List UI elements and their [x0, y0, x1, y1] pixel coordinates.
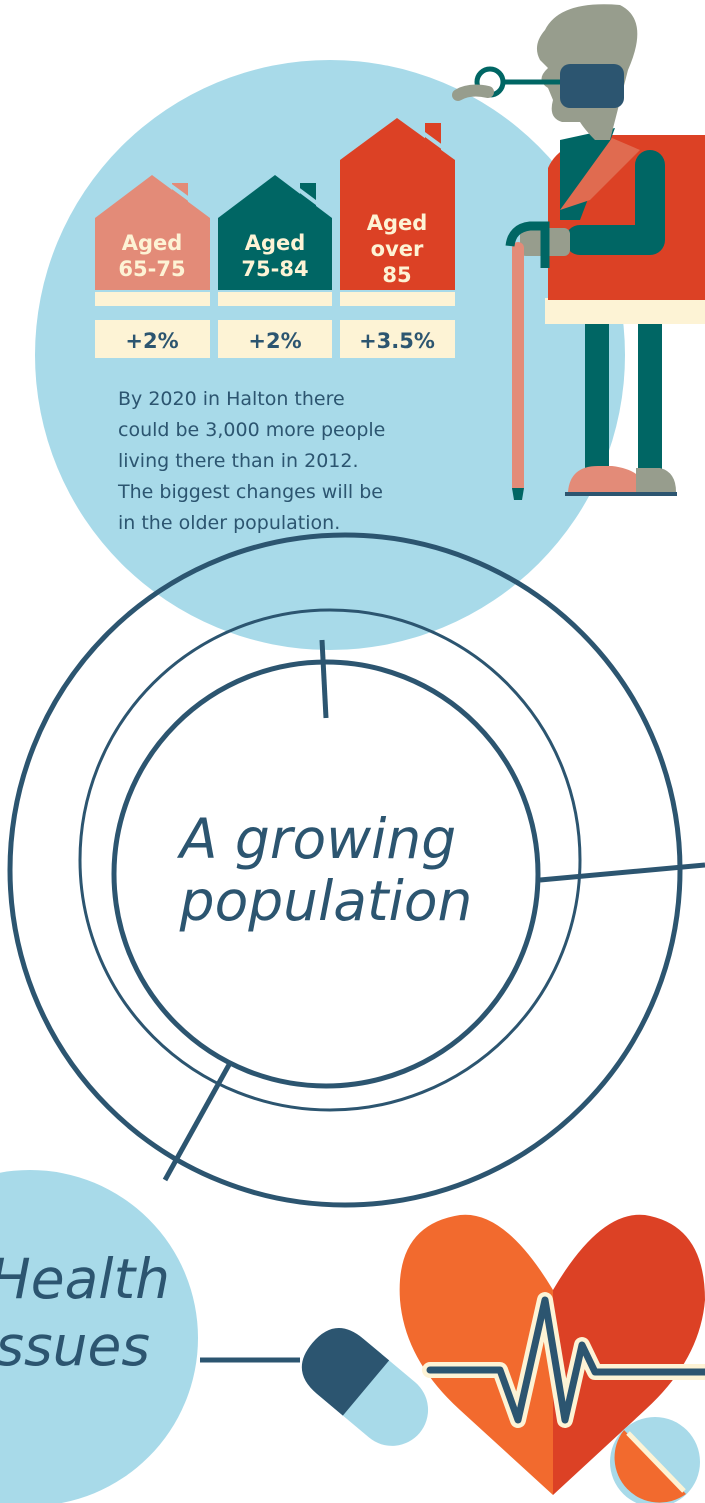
house-aged-65-75: Aged 65-75 +2% [95, 169, 210, 358]
change-box [218, 320, 332, 358]
caption-line-5: in the older population. [118, 512, 340, 534]
roof-line [218, 169, 332, 215]
walking-cane-icon [505, 221, 550, 500]
connector-top [319, 639, 329, 719]
roof-line [340, 111, 455, 157]
caption-line-3: living there than in 2012. [118, 450, 359, 472]
house-aged-75-84: Aged 75-84 +2% [218, 169, 332, 358]
health-bubble [0, 1170, 198, 1503]
central-title-line-1: A growing [177, 807, 456, 871]
caption-line-4: The biggest changes will be [117, 481, 383, 503]
capsule-pill-icon [301, 1328, 429, 1446]
caption-line-1: By 2020 in Halton there [118, 388, 345, 410]
heartbeat-line-icon [422, 1292, 705, 1428]
house-label-line-2: 75-84 [241, 257, 308, 281]
house-label-line-1: Aged [245, 231, 306, 255]
change-box [95, 320, 210, 358]
house-label-line-2: over [371, 237, 424, 261]
health-title-line-2: Issues [0, 1314, 150, 1378]
change-box [340, 320, 455, 358]
house-body [340, 118, 455, 290]
population-caption: By 2020 in Halton there could be 3,000 m… [117, 388, 385, 534]
house-label-line-1: Aged [367, 211, 428, 235]
central-title-line-2: population [179, 869, 473, 933]
change-value: +3.5% [359, 329, 435, 353]
roof-line [95, 169, 210, 215]
inner-ring [111, 659, 541, 1089]
middle-ring [78, 608, 582, 1112]
elderly-man-icon [452, 4, 705, 496]
house-label-line-2: 65-75 [118, 257, 185, 281]
change-value: +2% [125, 329, 178, 353]
health-title-line-1: Health [0, 1247, 170, 1311]
outer-ring [7, 532, 683, 1208]
house-body [218, 175, 332, 290]
house-body [95, 175, 210, 290]
change-value: +2% [248, 329, 301, 353]
house-aged-over-85: Aged over 85 +3.5% [340, 111, 455, 358]
caption-line-2: could be 3,000 more people [118, 419, 385, 441]
connector-bottom [162, 1061, 233, 1182]
round-pill-icon [610, 1417, 700, 1503]
house-label-line-3: 85 [382, 263, 411, 287]
house-label-line-1: Aged [122, 231, 183, 255]
